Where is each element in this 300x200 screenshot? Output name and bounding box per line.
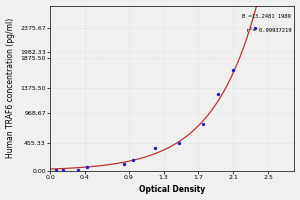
Point — [76, 169, 80, 172]
Text: B =13.2481 1989: B =13.2481 1989 — [242, 14, 291, 19]
X-axis label: Optical Density: Optical Density — [139, 185, 206, 194]
Y-axis label: Human TRAF6 concentration (pg/ml): Human TRAF6 concentration (pg/ml) — [6, 18, 15, 158]
Point — [215, 92, 220, 95]
Point — [130, 159, 135, 162]
Point — [84, 166, 89, 169]
Point — [231, 68, 236, 71]
Point — [253, 26, 258, 30]
Point — [61, 169, 65, 172]
Point — [54, 169, 58, 172]
Text: r²= 0.99937219: r²= 0.99937219 — [245, 28, 291, 33]
Point — [152, 146, 157, 149]
Point — [177, 142, 182, 145]
Point — [200, 122, 205, 125]
Point — [122, 162, 127, 165]
